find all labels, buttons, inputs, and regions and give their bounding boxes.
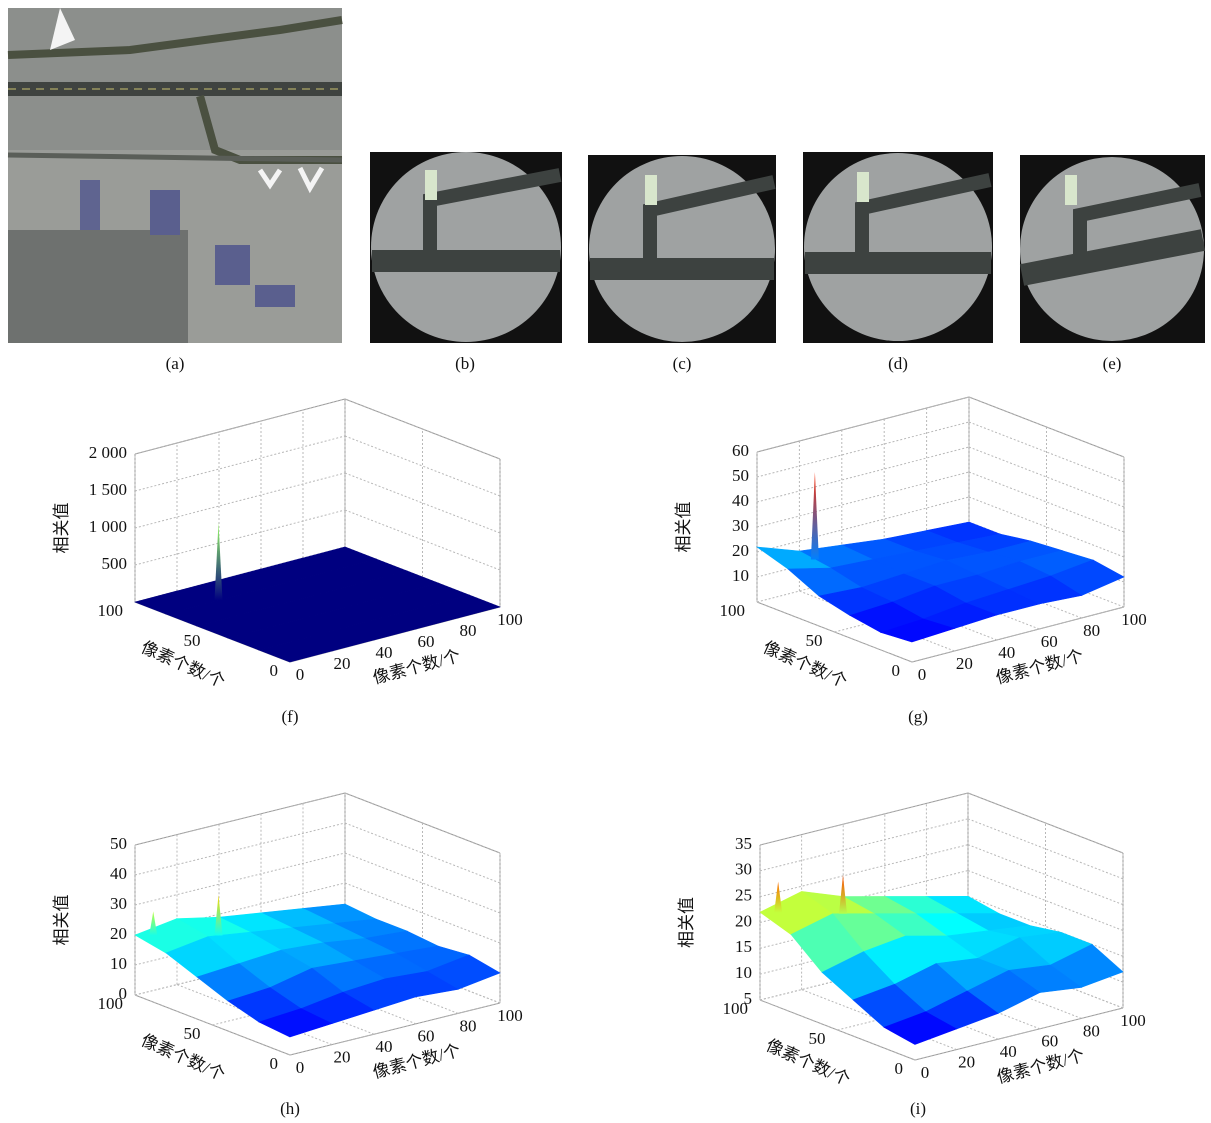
x-tick-label: 100 (1120, 1011, 1146, 1030)
x-tick-label: 40 (1000, 1042, 1017, 1061)
grid-line (135, 823, 345, 875)
z-tick-label: 35 (735, 834, 752, 853)
grid-line (760, 819, 968, 871)
y-tick-label: 50 (809, 1029, 826, 1048)
x-tick-label: 20 (334, 654, 351, 673)
peak (811, 472, 819, 560)
z-axis-label: 相关值 (677, 897, 696, 948)
z-tick-label: 20 (735, 911, 752, 930)
grid-line (135, 473, 345, 528)
peak (149, 911, 157, 935)
x-tick-label: 80 (460, 621, 477, 640)
figure: (a) (b) (c) (d) (e) 02040608010005010050… (0, 0, 1211, 1123)
z-tick-label: 25 (735, 886, 752, 905)
z-tick-label: 2 000 (89, 443, 127, 462)
x-tick-label: 40 (376, 643, 393, 662)
y-tick-label: 100 (98, 601, 124, 620)
z-tick-label: 50 (110, 834, 127, 853)
z-tick-label: 15 (735, 937, 752, 956)
z-tick-label: 0 (119, 984, 128, 1003)
z-tick-label: 30 (110, 894, 127, 913)
z-tick-label: 10 (735, 963, 752, 982)
x-tick-label: 20 (334, 1048, 351, 1067)
y-tick-label: 50 (184, 1024, 201, 1043)
panel-label: (e) (1103, 354, 1122, 373)
x-tick-label: 20 (958, 1053, 975, 1072)
grid-line (135, 399, 345, 454)
aerial-image (8, 8, 342, 343)
z-tick-label: 500 (102, 554, 128, 573)
x-tick-label: 80 (1083, 621, 1100, 640)
x-tick-label: 60 (418, 632, 435, 651)
grid-line (760, 845, 968, 897)
y-tick-label: 0 (270, 1054, 279, 1073)
x-tick-label: 0 (296, 665, 305, 684)
z-tick-label: 60 (732, 441, 749, 460)
grid-line (757, 472, 969, 527)
grid-line (135, 436, 345, 491)
x-tick-label: 100 (497, 610, 523, 629)
x-tick-label: 40 (998, 643, 1015, 662)
z-axis-label: 相关值 (52, 503, 71, 554)
panel-label: (c) (673, 354, 692, 373)
z-tick-label: 50 (732, 466, 749, 485)
template-image (803, 152, 993, 343)
z-tick-label: 30 (735, 860, 752, 879)
z-tick-label: 10 (110, 954, 127, 973)
x-tick-label: 100 (1121, 610, 1147, 629)
y-tick-label: 0 (892, 661, 901, 680)
x-tick-label: 40 (376, 1037, 393, 1056)
panel-label: (a) (166, 354, 185, 373)
peak (215, 895, 223, 936)
grid-line (757, 447, 969, 502)
peak (839, 875, 847, 914)
y-tick-label: 50 (184, 631, 201, 650)
x-tick-label: 60 (418, 1027, 435, 1046)
x-tick-label: 20 (956, 654, 973, 673)
z-tick-label: 40 (732, 491, 749, 510)
panel-label: (b) (455, 354, 475, 373)
z-tick-label: 5 (744, 989, 753, 1008)
panel-label: (i) (910, 1099, 926, 1118)
y-tick-label: 0 (270, 661, 279, 680)
x-tick-label: 80 (460, 1016, 477, 1035)
x-tick-label: 80 (1083, 1021, 1100, 1040)
panel-label: (g) (908, 707, 928, 726)
template-image (588, 155, 776, 343)
x-tick-label: 60 (1041, 632, 1058, 651)
z-tick-label: 10 (732, 566, 749, 585)
z-tick-label: 20 (110, 924, 127, 943)
z-tick-label: 40 (110, 864, 127, 883)
peak (215, 523, 223, 601)
x-tick-label: 100 (497, 1006, 523, 1025)
z-tick-label: 20 (732, 541, 749, 560)
z-axis-label: 相关值 (674, 502, 693, 553)
grid-line (135, 853, 345, 905)
template-image (370, 152, 562, 343)
y-tick-label: 50 (806, 631, 823, 650)
template-image (1020, 155, 1205, 343)
z-tick-label: 1 500 (89, 480, 127, 499)
grid-line (757, 422, 969, 477)
peak (774, 882, 782, 913)
panel-label: (h) (280, 1099, 300, 1118)
z-tick-label: 30 (732, 516, 749, 535)
z-axis-label: 相关值 (52, 895, 71, 946)
x-tick-label: 0 (918, 665, 927, 684)
x-tick-label: 0 (296, 1058, 305, 1077)
y-tick-label: 100 (720, 601, 746, 620)
x-tick-label: 60 (1041, 1032, 1058, 1051)
y-tick-label: 0 (895, 1059, 904, 1078)
x-tick-label: 0 (921, 1063, 930, 1082)
z-tick-label: 1 000 (89, 517, 127, 536)
panel-label: (f) (282, 707, 299, 726)
panel-label: (d) (888, 354, 908, 373)
